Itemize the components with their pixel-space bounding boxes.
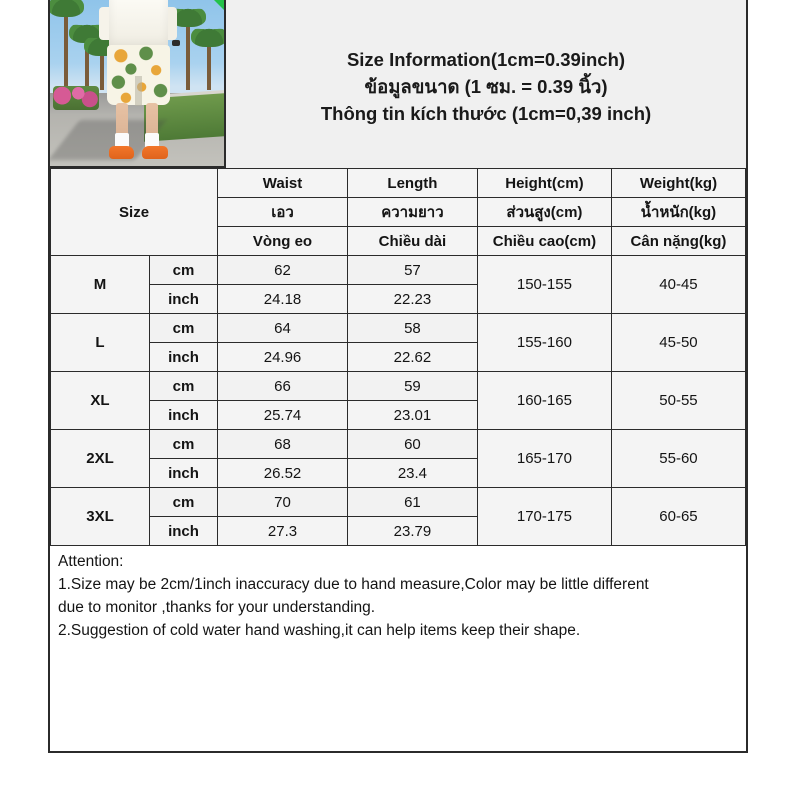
table-header-row-th: เอว ความยาว ส่วนสูง(cm) น้ำหนัก(kg) <box>51 197 747 227</box>
cell-waist-cm: 64 <box>217 313 348 343</box>
attention-heading: Attention: <box>58 553 124 570</box>
table-row: inch 24.96 22.62 <box>51 342 746 372</box>
cell-length-cm: 61 <box>346 487 478 517</box>
header-length-en: Length <box>346 168 478 198</box>
row-unit-cm: cm <box>148 255 219 285</box>
product-photo[interactable] <box>50 0 226 168</box>
cell-waist-cm: 66 <box>217 371 348 401</box>
table-row: L cm 64 58 155-160 45-50 <box>50 313 747 372</box>
cell-length-inch: 22.23 <box>346 284 478 314</box>
cell-waist-inch: 24.96 <box>217 342 348 372</box>
row-unit-inch: inch <box>148 342 219 372</box>
table-row: XL cm 66 59 160-165 50-55 <box>50 371 747 430</box>
attention-note-1-line-1: 1.Size may be 2cm/1inch inaccuracy due t… <box>58 576 649 593</box>
header-weight-vi: Cân nặng(kg) <box>610 226 747 256</box>
row-size-label: M <box>50 255 150 314</box>
cell-height: 160-165 <box>476 371 612 430</box>
table-row: inch 27.3 23.79 <box>51 516 746 546</box>
cell-waist-cm: 70 <box>217 487 348 517</box>
cell-length-cm: 60 <box>346 429 478 459</box>
cell-waist-inch: 27.3 <box>217 516 348 546</box>
product-photo-image <box>50 0 224 166</box>
cell-waist-cm: 68 <box>217 429 348 459</box>
size-table: Size Waist Length Height(cm) Weight(kg) … <box>49 168 747 546</box>
header-length-th: ความยาว <box>346 197 478 227</box>
header-length-vi: Chiều dài <box>346 226 478 256</box>
header-size-label: Size <box>49 168 219 256</box>
cell-length-cm: 59 <box>346 371 478 401</box>
attention-note-1-line-2: due to monitor ,thanks for your understa… <box>58 599 376 616</box>
table-row: inch 24.18 22.23 <box>51 284 746 314</box>
cell-weight: 55-60 <box>610 429 747 488</box>
row-unit-cm: cm <box>148 313 219 343</box>
cell-length-inch: 23.79 <box>346 516 478 546</box>
row-unit-inch: inch <box>148 458 219 488</box>
cell-weight: 60-65 <box>610 487 747 546</box>
table-header-row-vi: Vòng eo Chiều dài Chiều cao(cm) Cân nặng… <box>51 226 747 256</box>
attention-notes: Attention: 1.Size may be 2cm/1inch inacc… <box>50 546 746 646</box>
row-size-label: L <box>50 313 150 372</box>
header-waist-vi: Vòng eo <box>217 226 348 256</box>
row-unit-cm: cm <box>148 429 219 459</box>
header-weight-en: Weight(kg) <box>610 168 747 198</box>
header-height-en: Height(cm) <box>476 168 612 198</box>
cell-weight: 45-50 <box>610 313 747 372</box>
header-height-vi: Chiều cao(cm) <box>476 226 612 256</box>
title-line-en: Size Information(1cm=0.39inch) <box>346 48 626 70</box>
cell-height: 170-175 <box>476 487 612 546</box>
cell-height: 150-155 <box>476 255 612 314</box>
header-weight-th: น้ำหนัก(kg) <box>610 197 747 227</box>
table-row: inch 26.52 23.4 <box>51 458 746 488</box>
cell-length-inch: 23.01 <box>346 400 478 430</box>
chart-panel: Size Information(1cm=0.39inch) ข้อมูลขนา… <box>48 0 748 753</box>
table-row: 3XL cm 70 61 170-175 60-65 <box>50 487 747 546</box>
row-unit-inch: inch <box>148 284 219 314</box>
table-row: 2XL cm 68 60 165-170 55-60 <box>50 429 747 488</box>
title-block: Size Information(1cm=0.39inch) ข้อมูลขนา… <box>226 0 746 168</box>
cell-waist-cm: 62 <box>217 255 348 285</box>
row-size-label: 2XL <box>50 429 150 488</box>
green-flag-icon <box>214 0 224 10</box>
cell-length-cm: 58 <box>346 313 478 343</box>
cell-height: 155-160 <box>476 313 612 372</box>
cell-height: 165-170 <box>476 429 612 488</box>
cell-waist-inch: 24.18 <box>217 284 348 314</box>
row-unit-cm: cm <box>148 487 219 517</box>
cell-length-inch: 22.62 <box>346 342 478 372</box>
header-waist-th: เอว <box>217 197 348 227</box>
table-row: M cm 62 57 150-155 40-45 <box>50 255 747 314</box>
cell-weight: 50-55 <box>610 371 747 430</box>
row-size-label: XL <box>50 371 150 430</box>
row-unit-inch: inch <box>148 400 219 430</box>
title-line-th: ข้อมูลขนาด (1 ซม. = 0.39 นิ้ว) <box>364 75 608 97</box>
header-height-th: ส่วนสูง(cm) <box>476 197 612 227</box>
table-header-row-en: Size Waist Length Height(cm) Weight(kg) <box>49 168 747 256</box>
header-waist-en: Waist <box>217 168 348 198</box>
row-size-label: 3XL <box>50 487 150 546</box>
cell-length-inch: 23.4 <box>346 458 478 488</box>
cell-waist-inch: 26.52 <box>217 458 348 488</box>
cell-length-cm: 57 <box>346 255 478 285</box>
title-line-vi: Thông tin kích thước (1cm=0,39 inch) <box>320 102 652 124</box>
cell-weight: 40-45 <box>610 255 747 314</box>
row-unit-inch: inch <box>148 516 219 546</box>
row-unit-cm: cm <box>148 371 219 401</box>
attention-note-2: 2.Suggestion of cold water hand washing,… <box>58 622 581 639</box>
header-strip: Size Information(1cm=0.39inch) ข้อมูลขนา… <box>50 0 746 168</box>
cell-waist-inch: 25.74 <box>217 400 348 430</box>
